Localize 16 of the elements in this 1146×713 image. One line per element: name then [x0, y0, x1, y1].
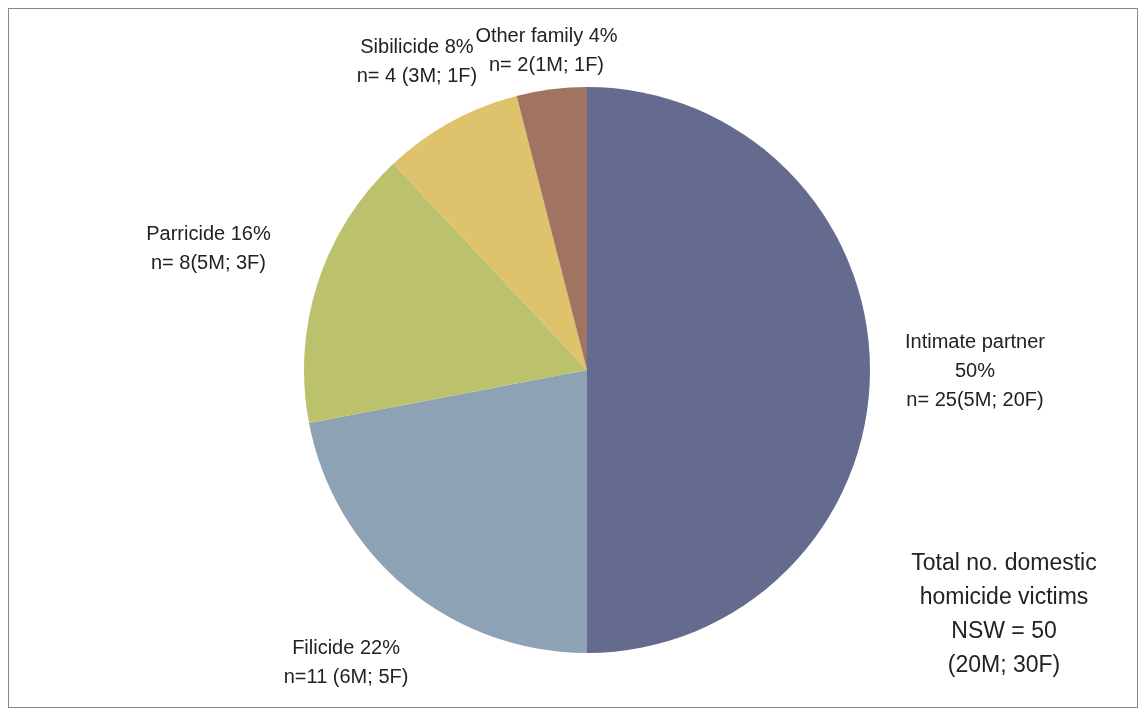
data-label: 50% — [954, 359, 996, 381]
text: n= 8(5M; 3F) — [150, 250, 266, 273]
text: n=11 (6M; 5F) — [283, 664, 409, 687]
slice-label: Other family 4% — [475, 24, 618, 47]
text: n= 25(5M; 20F) — [906, 388, 1044, 410]
pie-slice — [587, 87, 870, 653]
slice-label: Parricide 16% — [146, 221, 271, 244]
slice-label: Intimate partner — [904, 330, 1046, 352]
text: n= 4 (3M; 1F) — [356, 64, 478, 87]
slice-label: Filicide 22% — [292, 635, 401, 658]
pie-slice — [304, 163, 587, 424]
pie-slice — [516, 87, 587, 370]
pie-slice — [393, 95, 587, 370]
text: Total no. domestic homicide victims NSW = 50 (20M; 30F) — [910, 548, 1098, 679]
slice-label: Sibilicide 8% — [360, 35, 474, 58]
text: n= 2(1M; 1F) — [488, 53, 605, 76]
